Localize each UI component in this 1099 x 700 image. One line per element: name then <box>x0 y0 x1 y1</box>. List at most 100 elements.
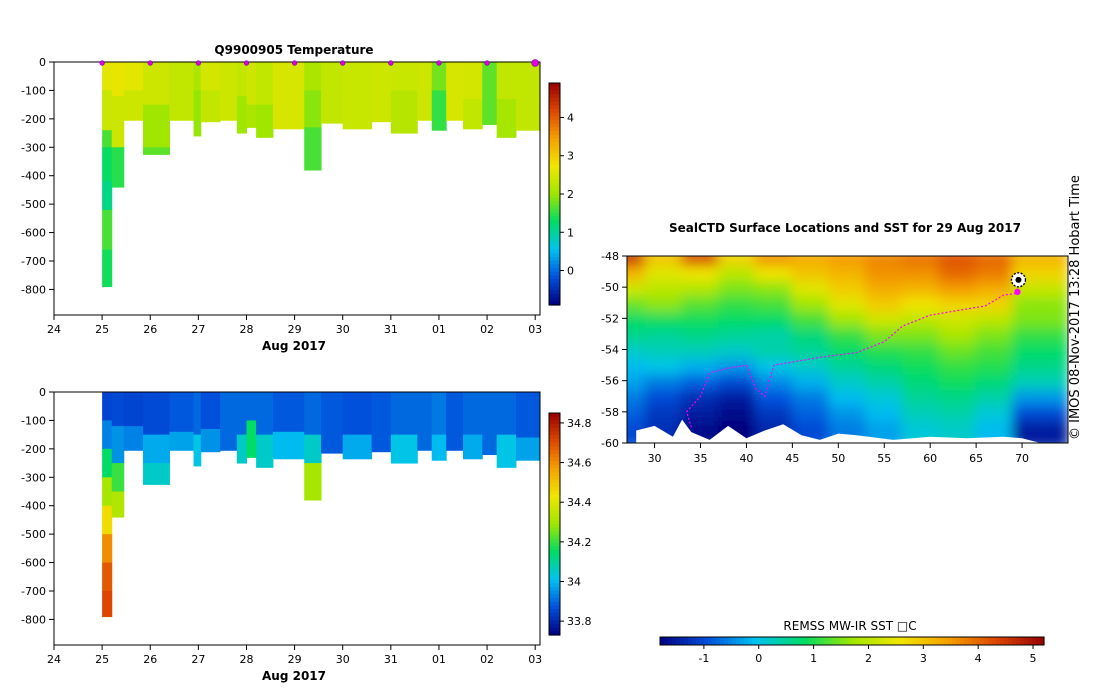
profile-cell <box>496 62 517 100</box>
colorbar-tick-label: 34.2 <box>567 536 592 549</box>
y-tick-label: -700 <box>21 255 46 268</box>
colorbar-swatch <box>820 637 825 645</box>
x-tick-label: 01 <box>432 653 446 666</box>
temperature-x-label: Aug 2017 <box>262 339 326 353</box>
colorbar-swatch <box>549 282 560 288</box>
profile-cell <box>304 127 322 171</box>
x-tick-label: 29 <box>288 323 302 336</box>
profile-cell <box>272 431 305 460</box>
colorbar-swatch <box>549 546 560 551</box>
profile-cell <box>304 62 322 91</box>
colorbar-swatch <box>549 164 560 169</box>
profile-cell <box>390 62 418 91</box>
colorbar-swatch <box>549 564 560 569</box>
y-tick-label: -800 <box>21 613 46 626</box>
profile-cell <box>169 392 195 433</box>
y-tick-label: -400 <box>21 170 46 183</box>
profile-cell <box>482 62 498 126</box>
x-tick-label: 27 <box>191 653 205 666</box>
colorbar-swatch <box>549 201 560 206</box>
y-tick-label: -100 <box>21 84 46 97</box>
profile-cell <box>304 90 322 128</box>
x-tick-label: 55 <box>877 452 891 465</box>
profile-cell <box>143 147 170 155</box>
colorbar-swatch <box>549 256 560 262</box>
colorbar-swatch <box>549 160 560 165</box>
colorbar-swatch <box>932 637 937 645</box>
colorbar-swatch <box>549 520 560 525</box>
colorbar-swatch <box>549 212 560 217</box>
x-tick-label: 02 <box>480 653 494 666</box>
profile-cell <box>431 90 447 131</box>
x-tick-label: 29 <box>288 653 302 666</box>
colorbar-swatch <box>549 538 560 544</box>
sst-colorbar-label: REMSS MW-IR SST □C <box>783 619 916 633</box>
x-tick-label: 03 <box>528 323 542 336</box>
colorbar-swatch <box>549 575 560 581</box>
colorbar-swatch <box>884 637 889 645</box>
profile-cell <box>390 434 418 464</box>
profile-cell <box>463 434 483 460</box>
map-plot-area <box>627 256 1068 443</box>
colorbar-tick-label: 0 <box>755 652 762 665</box>
salinity-y-axis: 0 -100 -200 -300 -400 -500 -600 -700 -800 <box>21 386 54 626</box>
profile-cell <box>482 392 498 456</box>
colorbar-swatch <box>549 535 560 540</box>
profile-cell <box>111 426 125 464</box>
profile-marker <box>291 60 298 66</box>
colorbar-swatch <box>549 260 560 265</box>
colorbar-swatch <box>549 461 560 466</box>
profile-cell <box>515 392 540 438</box>
profile-cell <box>236 434 247 464</box>
colorbar-swatch <box>832 637 837 645</box>
colorbar-tick-label: 4 <box>975 652 982 665</box>
colorbar-swatch <box>549 420 560 425</box>
colorbar-swatch <box>1012 637 1017 645</box>
profile-cell <box>342 392 373 436</box>
profile-cell <box>143 62 170 106</box>
colorbar-swatch <box>549 268 560 273</box>
profile-marker <box>340 60 346 66</box>
colorbar-swatch <box>549 249 560 254</box>
colorbar-swatch <box>872 637 877 645</box>
colorbar-swatch <box>549 145 560 151</box>
colorbar-swatch <box>880 637 885 645</box>
colorbar-swatch <box>549 431 560 436</box>
x-tick-label: 27 <box>191 323 205 336</box>
profile-cell <box>143 434 170 464</box>
colorbar-swatch <box>549 605 560 610</box>
salinity-x-label: Aug 2017 <box>262 669 326 683</box>
y-tick-label: -300 <box>21 141 46 154</box>
colorbar-swatch <box>549 208 560 214</box>
profile-cell <box>246 392 257 421</box>
colorbar-swatch <box>549 561 560 566</box>
colorbar-swatch <box>549 264 560 269</box>
colorbar-swatch <box>549 598 560 603</box>
colorbar-swatch <box>549 601 560 606</box>
profile-cell <box>246 104 257 128</box>
x-tick-label: 25 <box>95 653 109 666</box>
colorbar-swatch <box>1004 637 1009 645</box>
profile-cell <box>496 98 517 138</box>
colorbar-swatch <box>996 637 1001 645</box>
colorbar-tick-label: 34 <box>567 575 581 588</box>
x-tick-label: 28 <box>239 653 253 666</box>
y-tick-label: -400 <box>21 500 46 513</box>
colorbar-tick-label: 0 <box>567 265 574 278</box>
profile-cell <box>256 104 274 138</box>
colorbar-swatch <box>549 472 560 477</box>
colorbar-swatch <box>549 138 560 143</box>
colorbar-swatch <box>940 637 945 645</box>
profile-cell <box>304 463 322 501</box>
y-tick-label: -600 <box>21 557 46 570</box>
colorbar-swatch <box>912 637 917 645</box>
profile-cell <box>102 181 113 211</box>
colorbar-swatch <box>549 134 560 140</box>
profile-cell <box>220 392 238 451</box>
colorbar-swatch <box>549 216 560 221</box>
profile-marker <box>436 60 442 66</box>
profile-cell <box>431 62 447 91</box>
colorbar-swatch <box>1008 637 1013 645</box>
colorbar-swatch <box>549 442 560 447</box>
colorbar-swatch <box>976 637 981 645</box>
